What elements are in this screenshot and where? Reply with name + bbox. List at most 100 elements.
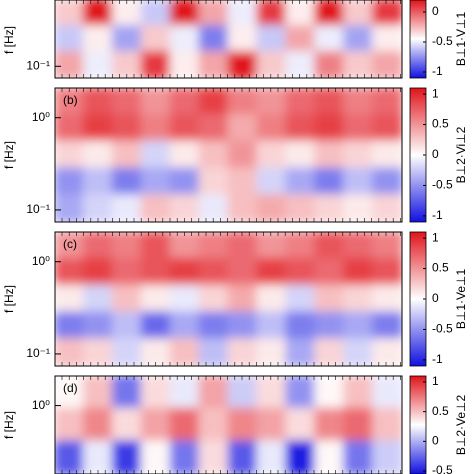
heatmap-cell [111, 194, 143, 222]
heatmap-cell [343, 51, 375, 78]
heatmap-cell [55, 167, 85, 197]
heatmap [55, 0, 402, 78]
heatmap-cells [55, 376, 402, 474]
heatmap-cell [343, 257, 375, 287]
colorbar-tick-label: 1 [432, 86, 439, 100]
heatmap-cell [256, 113, 288, 143]
heatmap-cell [314, 440, 346, 474]
colorbar-tick-label: 0.5 [432, 404, 449, 418]
heatmap-cell [140, 88, 172, 116]
heatmap-cell [140, 311, 172, 341]
heatmap-cell [198, 407, 230, 443]
heatmap-cell [82, 338, 114, 366]
colorbar-label: B⊥2·Ve⊥2 [454, 395, 468, 456]
colorbar-tick-label: -0.5 [432, 463, 453, 474]
heatmap-cell [82, 88, 114, 116]
heatmap [55, 232, 402, 366]
heatmap-cell [285, 311, 317, 341]
heatmap-cell [343, 25, 375, 53]
colorbar-tick-label: -1 [432, 64, 443, 78]
heatmap-cell [343, 0, 375, 27]
heatmap-cell [55, 338, 85, 366]
heatmap-cell [111, 113, 143, 143]
heatmap-cell [198, 232, 230, 260]
heatmap-cell [140, 140, 172, 170]
heatmap-cell [55, 194, 85, 222]
heatmap-cell [169, 407, 201, 443]
panel-label: (b) [63, 93, 78, 107]
heatmap-cell [198, 140, 230, 170]
heatmap-cell [111, 311, 143, 341]
heatmap-cell [256, 257, 288, 287]
heatmap-cell [227, 338, 259, 366]
colorbar-tick-label: 0.5 [432, 261, 449, 275]
plot-frame [54, 375, 403, 474]
heatmap-cell [372, 140, 402, 170]
panel-label: (c) [63, 237, 77, 251]
heatmap-cell [227, 194, 259, 222]
y-tick-label: 10⁻¹ [26, 202, 50, 216]
heatmap-cell [198, 167, 230, 197]
heatmap-cell [256, 51, 288, 78]
heatmap-cell [82, 0, 114, 27]
heatmap-cell [140, 51, 172, 78]
heatmap-cell [82, 440, 114, 474]
heatmap-cell [169, 51, 201, 78]
heatmap-cell [372, 440, 402, 474]
heatmap-cell [343, 140, 375, 170]
heatmap-cell [343, 338, 375, 366]
heatmap-cell [198, 338, 230, 366]
plot-frame [54, 231, 403, 367]
y-axis-label: f [Hz] [2, 411, 16, 439]
heatmap-cells [55, 0, 402, 78]
heatmap-cells [55, 88, 402, 222]
heatmap-cell [285, 140, 317, 170]
heatmap-cell [256, 25, 288, 53]
heatmap-cell [256, 232, 288, 260]
heatmap-cell [227, 167, 259, 197]
heatmap-cell [111, 407, 143, 443]
heatmap-cell [372, 376, 402, 410]
heatmap-cell [314, 284, 346, 314]
heatmap-cell [343, 407, 375, 443]
heatmap-cell [198, 113, 230, 143]
heatmap-cells [55, 232, 402, 366]
heatmap-cell [285, 88, 317, 116]
colorbar-tick-label: 0 [432, 4, 439, 18]
heatmap-cell [343, 440, 375, 474]
heatmap-cell [55, 51, 85, 78]
heatmap-cell [198, 0, 230, 27]
heatmap-cell [227, 113, 259, 143]
heatmap-cell [169, 140, 201, 170]
heatmap-cell [82, 284, 114, 314]
heatmap-cell [82, 140, 114, 170]
heatmap-cell [82, 113, 114, 143]
heatmap-cell [285, 113, 317, 143]
heatmap-cell [111, 338, 143, 366]
heatmap-cell [314, 376, 346, 410]
colorbar [409, 375, 427, 474]
heatmap-cell [285, 0, 317, 27]
heatmap-cell [55, 311, 85, 341]
heatmap-cell [198, 51, 230, 78]
heatmap-cell [82, 25, 114, 53]
heatmap-cell [169, 284, 201, 314]
heatmap-cell [111, 376, 143, 410]
heatmap-cell [82, 167, 114, 197]
heatmap-cell [227, 257, 259, 287]
y-axis-label: f [Hz] [2, 141, 16, 169]
heatmap-cell [372, 311, 402, 341]
heatmap-cell [372, 194, 402, 222]
heatmap-cell [198, 311, 230, 341]
y-tick-label: 10⁰ [32, 398, 50, 412]
heatmap-cell [256, 194, 288, 222]
heatmap-cell [343, 167, 375, 197]
heatmap-cell [198, 25, 230, 53]
heatmap-cell [227, 25, 259, 53]
heatmap-cell [314, 0, 346, 27]
heatmap-cell [372, 51, 402, 78]
colorbar-tick-label: -1 [432, 352, 443, 366]
heatmap-cell [140, 113, 172, 143]
heatmap-cell [372, 88, 402, 116]
heatmap-cell [227, 232, 259, 260]
